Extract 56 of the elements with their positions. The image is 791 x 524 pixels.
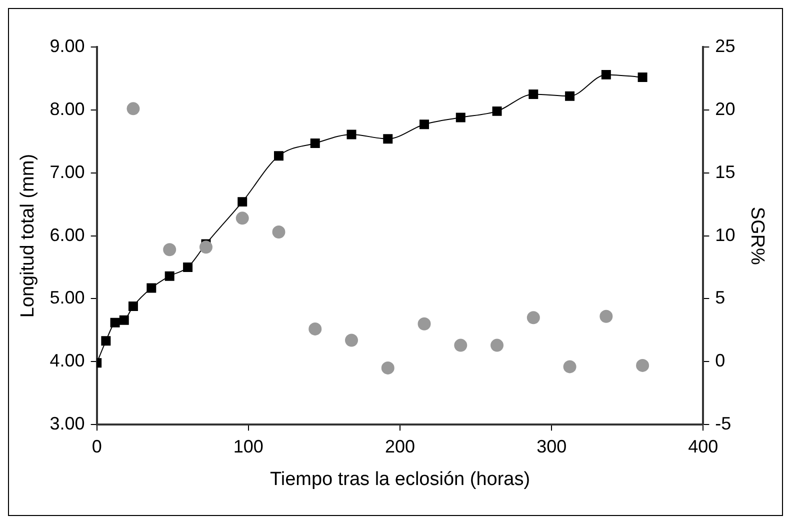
point bbox=[381, 361, 394, 374]
y2-tick-label: 25 bbox=[715, 36, 736, 56]
y-tick-label: 8.00 bbox=[50, 98, 85, 119]
point bbox=[636, 358, 650, 372]
x-axis-title: Tiempo tras la eclosión (horas) bbox=[270, 468, 530, 490]
point bbox=[199, 240, 212, 254]
point bbox=[454, 338, 468, 352]
point bbox=[126, 102, 140, 116]
y-tick-label: 4.00 bbox=[50, 350, 85, 371]
y2-tick-label: -5 bbox=[715, 414, 732, 434]
point bbox=[601, 70, 611, 80]
point bbox=[272, 226, 286, 239]
y-tick-label: 9.00 bbox=[50, 36, 85, 56]
point bbox=[183, 262, 193, 272]
point bbox=[346, 130, 356, 140]
point bbox=[110, 318, 120, 328]
x-tick-label: 300 bbox=[536, 436, 567, 456]
point bbox=[638, 72, 648, 82]
point bbox=[274, 151, 284, 161]
point bbox=[345, 334, 358, 347]
point bbox=[164, 271, 174, 281]
point bbox=[418, 317, 431, 330]
point bbox=[600, 310, 613, 323]
point bbox=[492, 106, 502, 116]
point bbox=[146, 283, 156, 293]
point bbox=[101, 336, 111, 346]
point bbox=[308, 322, 322, 336]
point bbox=[528, 89, 538, 99]
point bbox=[420, 120, 430, 130]
y-tick-label: 5.00 bbox=[50, 288, 85, 308]
x-tick-label: 100 bbox=[233, 436, 264, 456]
point bbox=[383, 134, 393, 144]
y2-tick-label: 15 bbox=[715, 162, 736, 182]
x-tick-label: 400 bbox=[688, 436, 718, 456]
point bbox=[526, 311, 540, 324]
y-tick-label: 6.00 bbox=[50, 224, 85, 245]
y-axis-title: Longitud total (mm) bbox=[18, 154, 39, 318]
y-tick-label: 3.00 bbox=[50, 414, 85, 434]
point bbox=[236, 212, 249, 225]
point bbox=[128, 302, 138, 312]
point bbox=[119, 315, 129, 325]
point bbox=[163, 243, 176, 256]
y2-axis-title: SGR% bbox=[746, 206, 768, 265]
y2-tick-label: 20 bbox=[715, 98, 736, 119]
y2-tick-label: 0 bbox=[715, 350, 726, 371]
y2-tick-label: 10 bbox=[715, 224, 736, 245]
point bbox=[490, 338, 504, 352]
y2-tick-label: 5 bbox=[715, 288, 726, 308]
point bbox=[565, 91, 575, 101]
point bbox=[238, 197, 248, 207]
x-tick-label: 200 bbox=[384, 436, 416, 456]
point bbox=[456, 112, 466, 122]
point bbox=[563, 360, 576, 374]
x-tick-label: 0 bbox=[92, 436, 102, 456]
point bbox=[310, 138, 320, 148]
y-tick-label: 7.00 bbox=[50, 162, 85, 182]
